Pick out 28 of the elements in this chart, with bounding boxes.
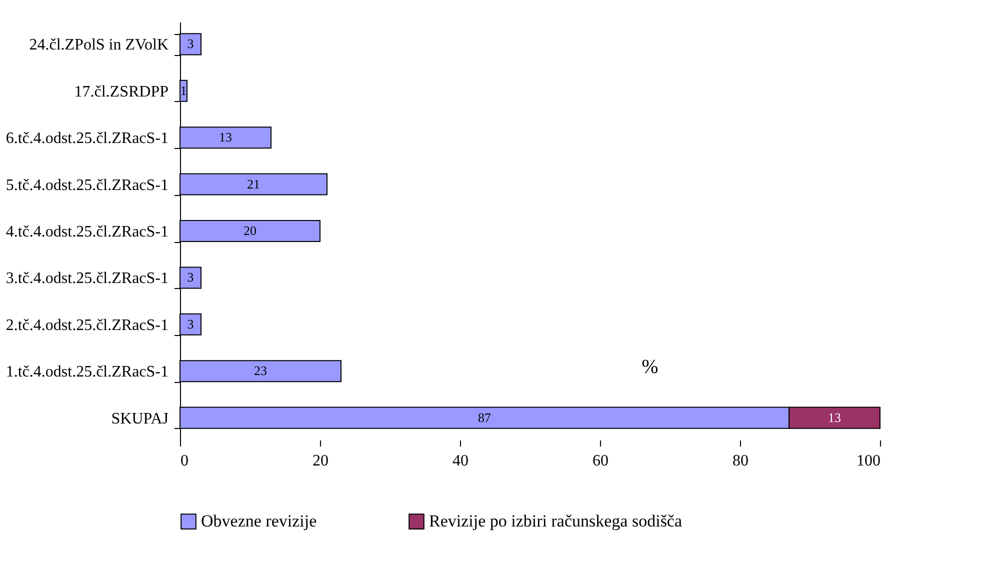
x-tick-label: 0	[180, 452, 188, 470]
annotation: %	[642, 356, 658, 378]
x-tick-label: 100	[856, 452, 880, 470]
data-label: 3	[187, 316, 194, 332]
data-label: 3	[187, 36, 194, 52]
data-label: 20	[244, 223, 256, 238]
legend-label: Revizije po izbiri računskega sodišča	[429, 512, 682, 531]
y-tick-label: 17.čl.ZSRDPP	[74, 83, 169, 100]
y-tick-label: SKUPAJ	[111, 410, 168, 428]
data-label: 13	[219, 130, 232, 145]
y-tick-label: 5.tč.4.odst.25.čl.ZRacS-1	[6, 176, 168, 194]
x-tick-label: 80	[732, 452, 748, 470]
data-label: 1	[180, 82, 187, 98]
y-tick-label: 4.tč.4.odst.25.čl.ZRacS-1	[6, 224, 168, 240]
y-tick-label: 24.čl.ZPolS in ZVolK	[29, 36, 169, 54]
data-label: 3	[187, 270, 194, 285]
data-label: 87	[478, 410, 492, 425]
data-label: 13	[828, 410, 841, 425]
data-label: 21	[247, 176, 260, 192]
x-tick-label: 40	[452, 452, 468, 470]
y-tick-label: 3.tč.4.odst.25.čl.ZRacS-1	[6, 270, 168, 288]
x-tick-label: 60	[592, 452, 608, 470]
legend-label: Obvezne revizije	[201, 512, 317, 531]
x-tick-label: 20	[312, 452, 328, 470]
y-tick-label: 6.tč.4.odst.25.čl.ZRacS-1	[6, 130, 168, 148]
y-tick-label: 2.tč.4.odst.25.čl.ZRacS-1	[6, 316, 168, 334]
y-tick-label: 1.tč.4.odst.25.čl.ZRacS-1	[6, 364, 168, 381]
data-label: 23	[254, 363, 267, 378]
